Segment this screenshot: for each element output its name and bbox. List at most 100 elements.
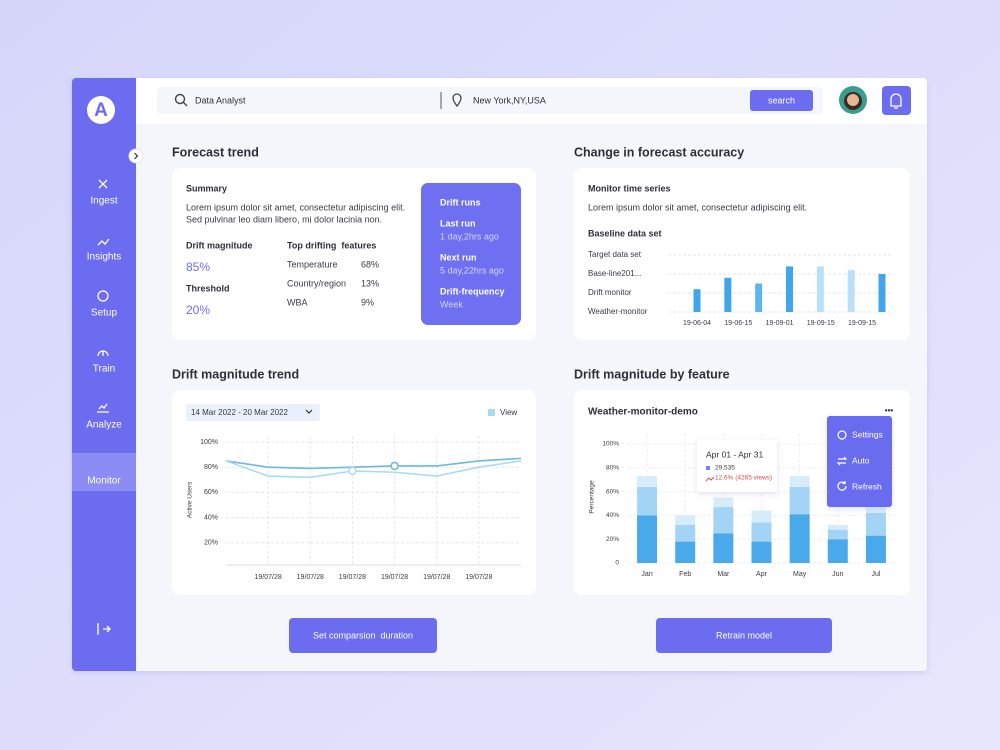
search-query[interactable]: Data Analyst: [195, 95, 246, 105]
logo: A: [94, 100, 108, 121]
x-tick-label: 19/07/28: [255, 574, 282, 581]
menu-item[interactable]: Settings: [852, 429, 883, 439]
x-tick-label: Mar: [717, 571, 730, 578]
nav-item[interactable]: Insights: [87, 252, 121, 263]
nav-item[interactable]: Analyze: [86, 420, 122, 431]
y-tick-label: 20%: [204, 540, 218, 547]
insights-icon: [97, 238, 110, 246]
x-tick-label: Jan: [641, 571, 652, 578]
y-tick-label: 80%: [204, 464, 218, 471]
x-tick-label: May: [793, 571, 807, 578]
y-tick-label: 0: [615, 560, 619, 567]
y-axis-label: Active Users: [187, 481, 194, 518]
tooltip-trend-icon: [705, 476, 715, 482]
y-tick-label: 40%: [204, 514, 218, 521]
x-tick-label: 19-06-15: [724, 320, 752, 327]
collapse-chevron: [134, 152, 139, 160]
sidebar: [72, 78, 136, 671]
x-tick-label: 19/07/28: [297, 574, 324, 581]
y-tick-label: 20%: [606, 536, 619, 543]
ingest-icon: [98, 179, 108, 189]
button-label[interactable]: Retrain model: [716, 630, 772, 640]
stacked-bar-segment: [827, 529, 848, 540]
trend-line: [225, 457, 522, 470]
date-picker[interactable]: [186, 404, 320, 421]
overlay-layer: Apr 01 - Apr 31 29,535 12.6% (4265 views) S…: [313, 416, 892, 640]
stacked-bar-segment: [751, 510, 772, 523]
retrain-button[interactable]: [656, 618, 832, 653]
menu-item[interactable]: Auto: [852, 455, 870, 465]
features-title: Top drifting features: [287, 240, 376, 250]
stacked-bar-segment: [865, 535, 886, 563]
legend-label: View: [500, 408, 517, 417]
feature-name: Country/region: [287, 278, 346, 288]
search-field[interactable]: [157, 87, 823, 114]
date-range[interactable]: 14 Mar 2022 - 20 Mar 2022: [191, 408, 288, 417]
run-label: Next run: [440, 252, 477, 262]
tooltip-value: 29,535: [715, 465, 735, 472]
avatar-face: [847, 94, 859, 106]
summary-text: Sed pulvinar leo diam libero, mi dolor l…: [186, 214, 382, 224]
nav-item[interactable]: Train: [93, 364, 115, 375]
metric-label: Drift magnitude: [186, 240, 253, 250]
x-tick-label: Jun: [832, 571, 843, 578]
setup-icon: [97, 290, 109, 302]
logout-icon[interactable]: [97, 623, 111, 635]
bar: [847, 270, 855, 312]
stacked-bar-segment: [751, 541, 772, 563]
highlight-point: [348, 466, 357, 476]
stacked-bar-segment: [637, 486, 658, 516]
stacked-bar-segment: [865, 513, 886, 536]
date-picker-chevron: [305, 409, 313, 414]
run-label: Last run: [440, 218, 476, 228]
stacked-bar-segment: [713, 533, 734, 563]
metric-value: 85%: [186, 260, 210, 274]
section-title: Change in forecast accuracy: [574, 145, 744, 159]
logo-badge: [87, 96, 115, 124]
feature-value: 9%: [361, 297, 374, 307]
card-subtitle: Monitor time series: [588, 183, 671, 193]
run-label: Drift-frequency: [440, 286, 505, 296]
y-tick-label: 80%: [606, 465, 619, 472]
tooltip: [697, 440, 777, 492]
feature-name: WBA: [287, 297, 308, 307]
y-tick-label: Target data set: [588, 250, 642, 259]
stacked-bar-segment: [637, 476, 658, 487]
stacked-bar-segment: [713, 507, 734, 534]
search-button[interactable]: [750, 90, 813, 111]
refresh-icon: [837, 481, 847, 491]
metric-label: Threshold: [186, 283, 230, 293]
search-location[interactable]: New York,NY,USA: [473, 95, 546, 105]
more-button[interactable]: •••: [885, 406, 894, 415]
x-tick-label: 19-06-04: [683, 320, 711, 327]
comparison-button[interactable]: [289, 618, 437, 653]
x-tick-label: 19-09-01: [765, 320, 793, 327]
tooltip-swatch: [706, 466, 710, 470]
notification-button[interactable]: [882, 86, 911, 115]
x-tick-label: Feb: [679, 571, 691, 578]
section-title: Forecast trend: [172, 145, 259, 159]
nav-item[interactable]: Setup: [91, 308, 118, 319]
y-tick-label: 100%: [602, 441, 619, 448]
menu-item[interactable]: Refresh: [852, 481, 882, 491]
stacked-bar-segment: [675, 515, 696, 525]
search-button-label[interactable]: search: [768, 95, 795, 105]
stacked-bar-segment: [827, 539, 848, 563]
stacked-bar-segment: [865, 502, 886, 514]
runs-title: Drift runs: [440, 197, 481, 207]
y-tick-label: 40%: [606, 512, 619, 519]
collapse-toggle[interactable]: [128, 148, 144, 164]
search-icon: [174, 93, 186, 105]
stacked-bar-segment: [789, 514, 810, 563]
card-text: Lorem ipsum dolor sit amet, consectetur …: [588, 202, 807, 212]
run-value: Week: [440, 299, 463, 309]
chart-title: Weather-monitor-demo: [588, 407, 698, 418]
nav-item[interactable]: Monitor: [87, 476, 121, 487]
stacked-bar-segment: [827, 524, 848, 530]
button-label[interactable]: Set comparsion duration: [313, 630, 413, 640]
feature-card: [574, 390, 910, 595]
card-subtitle: Summary: [186, 183, 227, 193]
nav-item[interactable]: Ingest: [90, 196, 117, 207]
y-axis-label: Percentage: [589, 480, 596, 514]
